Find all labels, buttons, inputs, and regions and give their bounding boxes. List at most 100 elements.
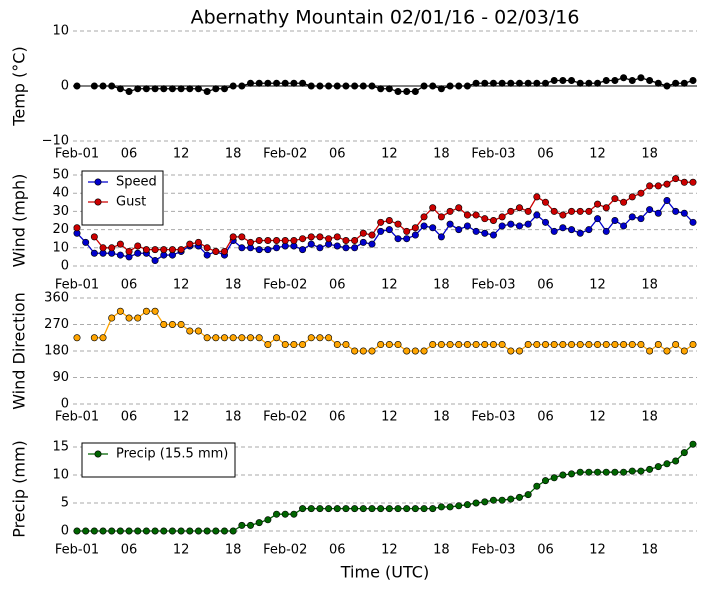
data-point [455, 341, 463, 349]
data-point [654, 463, 662, 471]
data-point [151, 85, 159, 93]
data-point [481, 341, 489, 349]
data-point [481, 229, 489, 237]
x-tick-label: 06 [537, 278, 554, 293]
x-tick-label: Feb-02 [263, 147, 307, 162]
data-point [559, 224, 567, 232]
data-point [151, 257, 159, 265]
legend-marker [94, 198, 102, 206]
data-point [377, 218, 385, 226]
data-point [594, 200, 602, 208]
y-tick-label: 270 [44, 317, 69, 332]
data-point [134, 314, 142, 322]
data-point [82, 238, 90, 246]
data-point [672, 457, 680, 465]
x-tick-label: 18 [225, 278, 242, 293]
data-point [646, 206, 654, 214]
data-point [325, 82, 333, 90]
data-point [194, 527, 202, 535]
data-point [594, 341, 602, 349]
data-point [411, 505, 419, 513]
data-point [325, 235, 333, 243]
data-point [394, 220, 402, 228]
data-point [437, 233, 445, 241]
data-point [515, 79, 523, 87]
data-point [307, 82, 315, 90]
x-tick-label: 06 [121, 543, 138, 558]
x-tick-label: 06 [329, 278, 346, 293]
data-point [420, 213, 428, 221]
data-point [689, 440, 697, 448]
data-point [160, 85, 168, 93]
y-axis-label: Precip (mm) [10, 440, 29, 538]
data-point [238, 334, 246, 342]
data-point [489, 231, 497, 239]
data-point [368, 240, 376, 248]
data-point [368, 231, 376, 239]
data-point [602, 341, 610, 349]
data-point [403, 235, 411, 243]
data-point [82, 527, 90, 535]
data-point [654, 209, 662, 217]
data-point [273, 334, 281, 342]
data-point [394, 341, 402, 349]
data-point [637, 189, 645, 197]
data-point [654, 341, 662, 349]
data-point [533, 79, 541, 87]
data-point [134, 249, 142, 257]
data-point [585, 79, 593, 87]
data-point [498, 222, 506, 230]
x-tick-label: Feb-03 [471, 147, 515, 162]
data-point [73, 224, 81, 232]
data-point [368, 82, 376, 90]
data-point [455, 82, 463, 90]
data-point [672, 207, 680, 215]
x-tick-label: Feb-02 [263, 278, 307, 293]
series-line [76, 199, 694, 262]
data-point [229, 233, 237, 241]
x-tick-label: 18 [433, 278, 450, 293]
data-point [238, 82, 246, 90]
data-point [73, 82, 81, 90]
data-point [203, 251, 211, 259]
data-point [576, 229, 584, 237]
data-point [394, 235, 402, 243]
data-point [663, 82, 671, 90]
data-point [429, 224, 437, 232]
data-point [689, 178, 697, 186]
data-point [550, 474, 558, 482]
x-tick-label: 06 [537, 543, 554, 558]
data-point [446, 82, 454, 90]
data-point [299, 341, 307, 349]
data-point [637, 74, 645, 82]
data-point [151, 527, 159, 535]
data-point [108, 82, 116, 90]
data-point [429, 341, 437, 349]
data-point [108, 314, 116, 322]
data-point [455, 226, 463, 234]
data-point [637, 467, 645, 475]
data-point [498, 79, 506, 87]
data-point [316, 233, 324, 241]
series-line [93, 177, 693, 253]
data-point [168, 85, 176, 93]
y-tick-label: 180 [44, 344, 69, 359]
x-tick-label: 06 [121, 147, 138, 162]
series-line [94, 310, 694, 352]
data-point [481, 498, 489, 506]
data-point [125, 88, 133, 96]
data-point [220, 334, 228, 342]
data-point [663, 347, 671, 355]
data-point [515, 347, 523, 355]
data-point [203, 527, 211, 535]
data-point [186, 85, 194, 93]
data-point [333, 82, 341, 90]
data-point [524, 79, 532, 87]
data-point [463, 211, 471, 219]
data-point [220, 247, 228, 255]
data-point [498, 213, 506, 221]
data-point [264, 246, 272, 254]
data-point [472, 499, 480, 507]
data-point [90, 82, 98, 90]
